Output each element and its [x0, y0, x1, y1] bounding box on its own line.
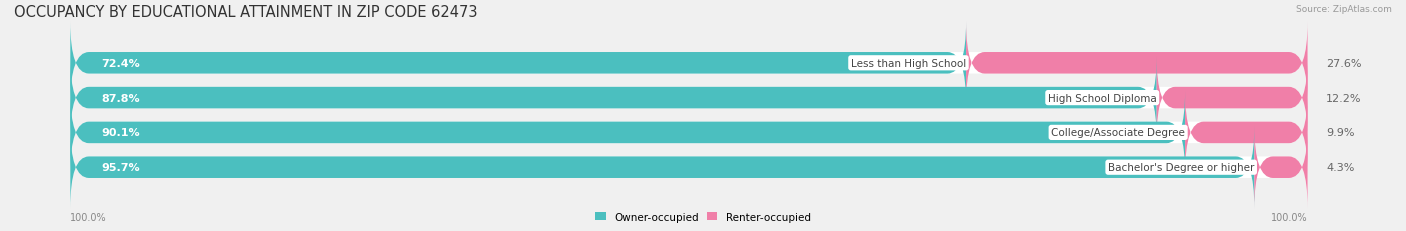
FancyBboxPatch shape — [70, 57, 1157, 139]
FancyBboxPatch shape — [70, 22, 1308, 105]
Text: Source: ZipAtlas.com: Source: ZipAtlas.com — [1296, 5, 1392, 14]
FancyBboxPatch shape — [70, 91, 1308, 174]
Legend: Owner-occupied, Renter-occupied: Owner-occupied, Renter-occupied — [591, 208, 815, 226]
Text: 9.9%: 9.9% — [1326, 128, 1354, 138]
FancyBboxPatch shape — [1185, 91, 1308, 174]
Text: 100.0%: 100.0% — [70, 212, 107, 222]
FancyBboxPatch shape — [70, 22, 966, 105]
Text: 95.7%: 95.7% — [101, 162, 139, 173]
Text: 87.8%: 87.8% — [101, 93, 139, 103]
Text: OCCUPANCY BY EDUCATIONAL ATTAINMENT IN ZIP CODE 62473: OCCUPANCY BY EDUCATIONAL ATTAINMENT IN Z… — [14, 5, 478, 20]
FancyBboxPatch shape — [1254, 126, 1308, 209]
FancyBboxPatch shape — [70, 57, 1308, 139]
Text: 100.0%: 100.0% — [1271, 212, 1308, 222]
FancyBboxPatch shape — [1157, 57, 1308, 139]
Text: Bachelor's Degree or higher: Bachelor's Degree or higher — [1108, 162, 1254, 173]
Text: Less than High School: Less than High School — [851, 58, 966, 69]
Text: 27.6%: 27.6% — [1326, 58, 1361, 69]
FancyBboxPatch shape — [966, 22, 1308, 105]
Text: 12.2%: 12.2% — [1326, 93, 1361, 103]
Text: 72.4%: 72.4% — [101, 58, 141, 69]
FancyBboxPatch shape — [70, 126, 1254, 209]
Text: 90.1%: 90.1% — [101, 128, 139, 138]
FancyBboxPatch shape — [70, 126, 1308, 209]
Text: 4.3%: 4.3% — [1326, 162, 1354, 173]
Text: College/Associate Degree: College/Associate Degree — [1052, 128, 1185, 138]
Text: High School Diploma: High School Diploma — [1047, 93, 1157, 103]
FancyBboxPatch shape — [70, 91, 1185, 174]
